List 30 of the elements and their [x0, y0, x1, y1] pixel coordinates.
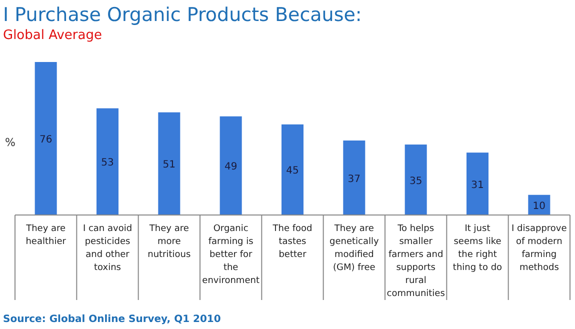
bar [220, 116, 242, 215]
x-tick-label: The food tastes better [272, 224, 312, 260]
data-label: 10 [532, 200, 546, 212]
y-axis-title: % [5, 136, 16, 149]
chart-subtitle: Global Average [3, 28, 102, 43]
data-label: 35 [409, 176, 422, 187]
x-tick-label: To helps smaller farmers and supports rural communities [386, 224, 446, 299]
x-tick-label: They are more nutritious [148, 224, 192, 260]
data-label: 51 [162, 160, 176, 171]
bar [158, 112, 180, 215]
bar [466, 152, 488, 215]
x-tick-label: I disapprove of modern farming methods [512, 224, 568, 273]
x-tick-label: They are healthier [25, 224, 66, 247]
source-note: Source: Global Online Survey, Q1 2010 [3, 314, 221, 325]
bar [282, 124, 304, 215]
data-label: 76 [39, 134, 52, 146]
data-label: 53 [101, 158, 114, 169]
x-tick-label: Organic farming is better for the environment [202, 224, 260, 286]
bar [404, 144, 427, 215]
chart-title: I Purchase Organic Products Because: [3, 4, 362, 26]
data-label: 45 [286, 166, 299, 177]
bar [96, 108, 118, 215]
data-label: 37 [348, 174, 361, 185]
x-tick-label: They are genetically modified (GM) free [330, 224, 380, 273]
bar [34, 62, 57, 215]
x-tick-label: It just seems like the right thing to do [452, 224, 503, 273]
data-label: 31 [471, 180, 484, 191]
bar [343, 140, 366, 215]
x-tick-label: I can avoid pesticides and other toxins [82, 224, 132, 273]
data-label: 49 [224, 162, 238, 173]
